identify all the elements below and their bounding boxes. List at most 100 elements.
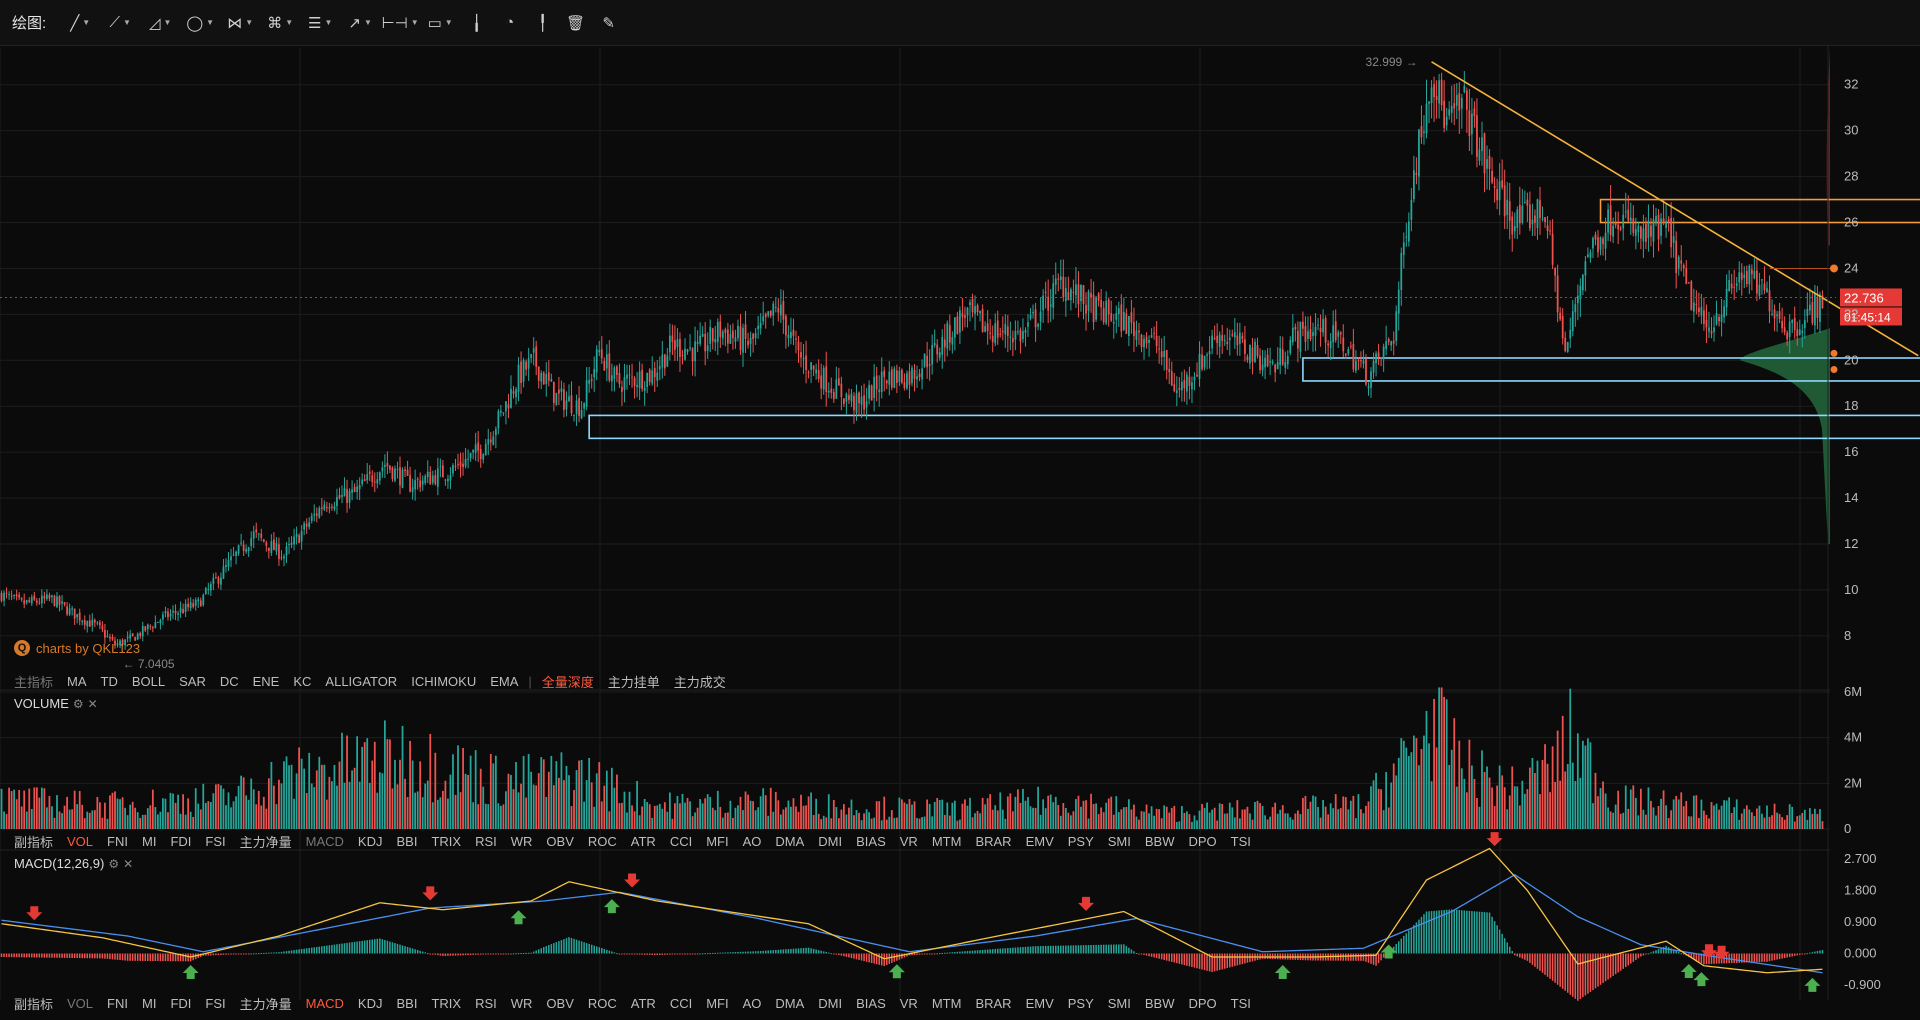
multi-point-tool-icon[interactable]: ⟋ ▼ [109, 14, 131, 31]
indicator-14[interactable]: ROC [587, 995, 617, 1011]
indicator-16[interactable]: CCI [669, 833, 693, 849]
settings-icon[interactable]: ⚙ [108, 856, 120, 871]
indicator-17[interactable]: MFI [706, 995, 729, 1011]
trash-icon[interactable]: 🗑 [566, 14, 586, 32]
indicator-7[interactable]: MACD [305, 833, 344, 849]
indicator-12[interactable]: 全量深度 [541, 674, 594, 690]
line-tool-icon[interactable]: ╱ ▼ [70, 14, 91, 32]
indicator-1[interactable]: MA [67, 673, 87, 689]
pattern-tool-icon[interactable]: ⌘ ▼ [267, 14, 294, 32]
indicator-20[interactable]: DMI [818, 995, 843, 1011]
indicator-29[interactable]: DPO [1188, 995, 1217, 1011]
channel-tool-icon[interactable]: ◿ ▼ [148, 14, 172, 32]
indicator-6[interactable]: 主力净量 [239, 834, 292, 850]
indicator-11[interactable]: RSI [475, 833, 497, 849]
indicator-5[interactable]: FSI [205, 995, 226, 1011]
indicator-9[interactable]: ICHIMOKU [411, 673, 477, 689]
indicator-29[interactable]: DPO [1188, 833, 1217, 849]
indicator-18[interactable]: AO [742, 995, 762, 1011]
indicator-28[interactable]: BBW [1144, 995, 1175, 1011]
indicator-26[interactable]: PSY [1067, 995, 1094, 1011]
indicator-0[interactable]: 主指标 [14, 674, 54, 690]
comment-tool-icon[interactable]: ▭ ▼ [427, 14, 453, 32]
indicator-9[interactable]: BBI [396, 833, 418, 849]
indicator-26[interactable]: PSY [1067, 833, 1094, 849]
chevron-down-icon[interactable]: ▼ [245, 18, 254, 27]
wave-tool-icon[interactable]: ⋈ ▼ [227, 14, 254, 32]
indicator-24[interactable]: BRAR [975, 833, 1012, 849]
indicator-18[interactable]: AO [742, 833, 762, 849]
indicator-17[interactable]: MFI [706, 833, 729, 849]
indicator-4[interactable]: FDI [170, 833, 192, 849]
indicator-21[interactable]: BIAS [856, 995, 886, 1011]
indicator-7[interactable]: KC [293, 673, 312, 689]
indicator-22[interactable]: VR [899, 833, 918, 849]
indicator-15[interactable]: ATR [630, 833, 656, 849]
indicator-1[interactable]: VOL [67, 995, 94, 1011]
indicator-10[interactable]: EMA [490, 673, 519, 689]
indicator-24[interactable]: BRAR [975, 995, 1012, 1011]
indicator-23[interactable]: MTM [931, 833, 962, 849]
indicator-4[interactable]: SAR [179, 673, 206, 689]
indicator-13[interactable]: OBV [546, 833, 574, 849]
indicator-21[interactable]: BIAS [856, 833, 886, 849]
indicator-5[interactable]: DC [219, 673, 239, 689]
indicator-7[interactable]: MACD [305, 995, 344, 1011]
indicator-6[interactable]: 主力净量 [239, 996, 292, 1012]
chevron-down-icon[interactable]: ▼ [285, 18, 294, 27]
close-icon[interactable]: ✕ [123, 856, 134, 871]
chevron-down-icon[interactable]: ▼ [206, 18, 215, 27]
indicator-3[interactable]: MI [141, 833, 157, 849]
indicator-20[interactable]: DMI [818, 833, 843, 849]
indicator-27[interactable]: SMI [1107, 833, 1131, 849]
candle-style-icon[interactable]: ╽ [472, 14, 482, 32]
chevron-down-icon[interactable]: ▼ [122, 18, 131, 27]
arrow-tool-icon[interactable]: ↗ ▼ [348, 14, 372, 32]
indicator-2[interactable]: FNI [107, 833, 128, 849]
indicator-13[interactable]: OBV [546, 995, 574, 1011]
indicator-1[interactable]: VOL [67, 833, 94, 849]
indicator-14[interactable]: ROC [587, 833, 617, 849]
indicator-25[interactable]: EMV [1025, 833, 1054, 849]
chevron-down-icon[interactable]: ▼ [163, 18, 172, 27]
indicator-4[interactable]: FDI [170, 995, 192, 1011]
indicator-19[interactable]: DMA [775, 833, 805, 849]
chevron-down-icon[interactable]: ▼ [444, 18, 453, 27]
indicator-12[interactable]: WR [510, 995, 533, 1011]
indicator-14[interactable]: 主力成交 [673, 674, 726, 690]
chevron-down-icon[interactable]: ▼ [364, 18, 372, 27]
indicator-8[interactable]: KDJ [357, 833, 383, 849]
indicator-27[interactable]: SMI [1107, 995, 1131, 1011]
indicator-0[interactable]: 副指标 [14, 834, 54, 850]
indicator-3[interactable]: MI [141, 995, 157, 1011]
indicator-9[interactable]: BBI [396, 995, 418, 1011]
indicator-30[interactable]: TSI [1230, 995, 1251, 1011]
measure-tool-icon[interactable]: ⊢⊣ ▼ [381, 14, 419, 32]
pen-icon[interactable]: ✎ [602, 14, 615, 32]
indicator-28[interactable]: BBW [1144, 833, 1175, 849]
indicator-13[interactable]: 主力挂单 [607, 674, 660, 690]
chart-settings-icon[interactable]: ◔ [505, 14, 515, 31]
indicator-23[interactable]: MTM [931, 995, 962, 1011]
indicator-12[interactable]: WR [510, 833, 533, 849]
chevron-down-icon[interactable]: ▼ [82, 18, 91, 27]
indicator-10[interactable]: TRIX [431, 833, 462, 849]
indicator-5[interactable]: FSI [205, 833, 226, 849]
indicator-2[interactable]: TD [100, 673, 118, 689]
indicator-10[interactable]: TRIX [431, 995, 462, 1011]
indicator-25[interactable]: EMV [1025, 995, 1054, 1011]
indicator-8[interactable]: ALLIGATOR [325, 673, 398, 689]
indicator-19[interactable]: DMA [775, 995, 805, 1011]
indicator-3[interactable]: BOLL [131, 673, 166, 689]
fibonacci-tool-icon[interactable]: ☰ ▼ [307, 14, 333, 32]
chevron-down-icon[interactable]: ▼ [324, 18, 333, 27]
indicator-6[interactable]: ENE [252, 673, 280, 689]
indicator-16[interactable]: CCI [669, 995, 693, 1011]
indicator-15[interactable]: ATR [630, 995, 656, 1011]
indicator-0[interactable]: 副指标 [14, 996, 54, 1012]
bar-style-icon[interactable]: ╿ [538, 14, 548, 32]
indicator-30[interactable]: TSI [1230, 833, 1251, 849]
close-icon[interactable]: ✕ [87, 696, 98, 711]
ellipse-tool-icon[interactable]: ◯ ▼ [186, 14, 215, 32]
